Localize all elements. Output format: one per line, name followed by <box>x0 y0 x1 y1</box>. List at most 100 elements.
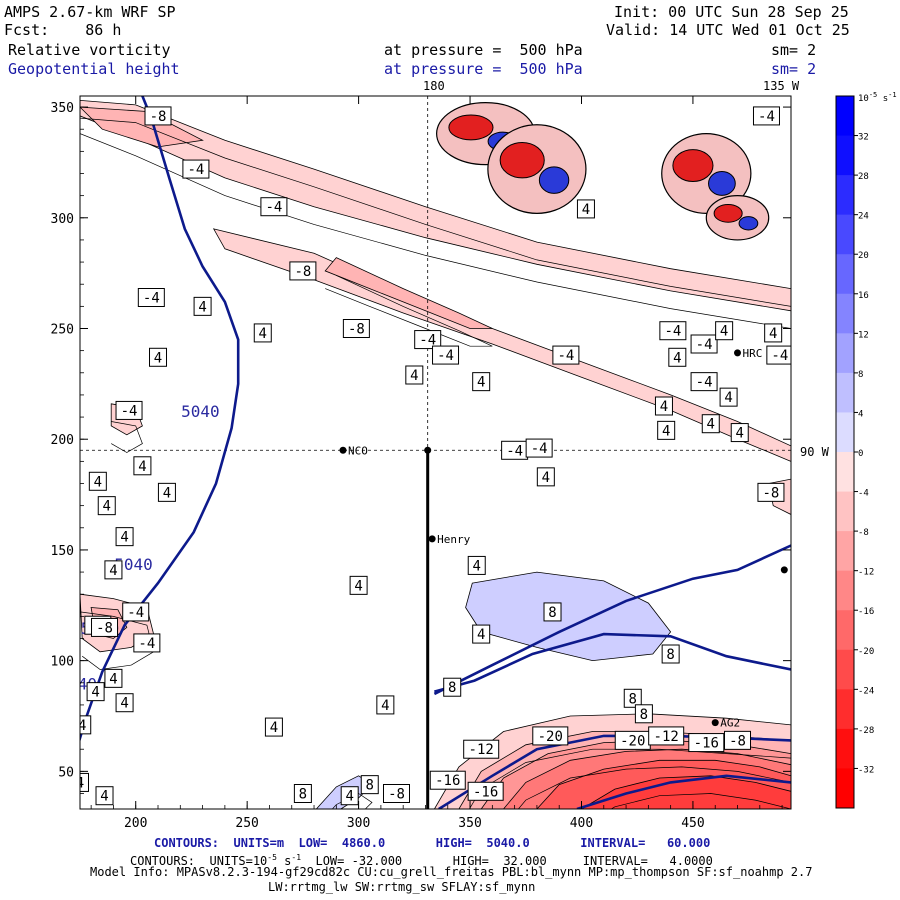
vorticity-label-box <box>668 347 687 367</box>
colorbar-swatch <box>836 412 854 453</box>
height-contour-label: 5040 <box>181 402 220 421</box>
vorticity-contour-line <box>610 793 791 809</box>
colorbar-unit-part: -1 <box>888 91 896 99</box>
vorticity-label: 4 <box>340 786 359 806</box>
vorticity-label: -4 <box>659 321 687 341</box>
vorticity-label: -4 <box>137 288 165 307</box>
vorticity-label-box <box>264 717 283 737</box>
vorticity-label-box <box>104 560 123 580</box>
valid-time: Valid: 14 UTC Wed 01 Oct 25 <box>606 21 850 39</box>
vorticity-label-text: -4 <box>696 337 713 353</box>
vorticity-label-box <box>293 784 312 803</box>
vorticity-label-text: 4 <box>109 563 117 579</box>
vorticity-label-text: -4 <box>143 291 160 307</box>
vorticity-label-text: 4 <box>103 499 111 515</box>
vorticity-label-text: -4 <box>265 200 282 216</box>
vorticity-label: -4 <box>115 400 143 420</box>
vorticity-label-text: 4 <box>91 685 99 701</box>
footer-height-low: CONTOURS: UNITS=m LOW= 4860.0 <box>154 836 386 850</box>
colorbar-tick-label: -12 <box>858 568 874 578</box>
vorticity-label-text: 4 <box>707 417 715 433</box>
vorticity-label-text: 4 <box>120 696 128 712</box>
footer-height-high: HIGH= 5040.0 <box>435 836 530 850</box>
vorticity-label: 4 <box>97 496 116 516</box>
colorbar-swatch <box>836 570 854 611</box>
vorticity-label-text: -4 <box>437 348 454 364</box>
vorticity-label-box <box>193 296 212 316</box>
colorbar-swatch <box>836 452 854 493</box>
vorticity-label: 4 <box>536 467 555 487</box>
vorticity-label-text: 4 <box>720 324 728 340</box>
vorticity-label-box <box>552 345 580 365</box>
vorticity-label-box <box>376 695 395 715</box>
vorticity-label: 4 <box>149 347 168 367</box>
footer-vort-exp2: -1 <box>291 853 302 862</box>
vorticity-label: 8 <box>623 688 642 708</box>
vorticity-label-box <box>463 739 500 759</box>
lon-label-90w: 90 W <box>800 445 830 459</box>
vorticity-label-text: 4 <box>736 426 744 442</box>
height-contour-line <box>433 544 791 696</box>
vorticity-label: 8 <box>634 704 653 724</box>
vorticity-label: -8 <box>757 482 785 502</box>
vorticity-label: 4 <box>472 372 491 392</box>
vorticity-label: -4 <box>766 345 791 365</box>
vorticity-label: 4 <box>88 471 107 491</box>
vorticity-label-box <box>757 482 785 502</box>
vorticity-label-text: 4 <box>198 299 206 315</box>
vorticity-label-text: 8 <box>448 680 456 696</box>
vorticity-label: -4 <box>182 159 210 179</box>
vorticity-label-text: 8 <box>666 647 674 663</box>
vorticity-label-text: 4 <box>477 627 485 643</box>
vorticity-label: -4 <box>525 438 553 458</box>
vorticity-label: -8 <box>91 617 119 637</box>
vorticity-label-box <box>648 726 685 746</box>
vorticity-label-box <box>115 400 143 420</box>
vorticity-label-text: -8 <box>388 787 405 803</box>
vorticity-label: -4 <box>690 372 718 392</box>
station-label: Henry <box>437 533 470 546</box>
vorticity-label: -16 <box>429 770 466 790</box>
vorticity-label-box <box>182 159 210 179</box>
vorticity-label-text: 4 <box>477 375 485 391</box>
y-tick-label: 100 <box>51 655 74 670</box>
vorticity-label-box <box>157 482 176 502</box>
station-label: AG2 <box>720 717 740 730</box>
x-tick-label: 350 <box>458 816 481 831</box>
lon-label-135w: 135 W <box>763 79 800 93</box>
storm-core-red <box>672 149 714 182</box>
vorticity-label-box <box>137 288 165 307</box>
station-marker <box>428 535 436 543</box>
colorbar-swatch <box>836 610 854 651</box>
vorticity-label-text: 4 <box>100 789 108 805</box>
y-tick-label: 50 <box>58 765 74 780</box>
vorticity-label-box <box>133 456 152 476</box>
vorticity-label: -8 <box>289 261 317 281</box>
vorticity-label: 8 <box>543 602 562 622</box>
vorticity-label: -20 <box>614 730 651 750</box>
vorticity-label-text: 4 <box>138 459 146 475</box>
vorticity-label-text: -4 <box>771 348 788 364</box>
vorticity-label-box <box>104 668 123 688</box>
vorticity-label: -4 <box>690 334 718 354</box>
vorticity-label-box <box>88 471 107 491</box>
vorticity-label-text: 4 <box>109 671 117 687</box>
vorticity-label: 4 <box>115 527 134 547</box>
vorticity-label: 8 <box>360 775 379 795</box>
vorticity-contour-line <box>331 793 373 809</box>
colorbar-unit-part: -5 <box>869 91 877 99</box>
vorticity-label-text: -8 <box>150 109 167 125</box>
vorticity-label: 8 <box>293 784 312 803</box>
vorticity-label-text: -4 <box>187 162 204 178</box>
storm-core-red <box>499 142 545 179</box>
vorticity-label-box <box>144 106 172 126</box>
colorbar-swatch <box>836 333 854 374</box>
colorbar-swatch <box>836 96 854 137</box>
vorticity-label: 4 <box>80 772 89 792</box>
x-tick-label: 400 <box>570 816 593 831</box>
fcst-value: 86 h <box>85 21 122 39</box>
vorticity-label-box <box>149 347 168 367</box>
vorticity-label-text: 4 <box>259 326 267 342</box>
colorbar-tick-label: 12 <box>858 330 869 340</box>
vorticity-label-box <box>289 261 317 281</box>
